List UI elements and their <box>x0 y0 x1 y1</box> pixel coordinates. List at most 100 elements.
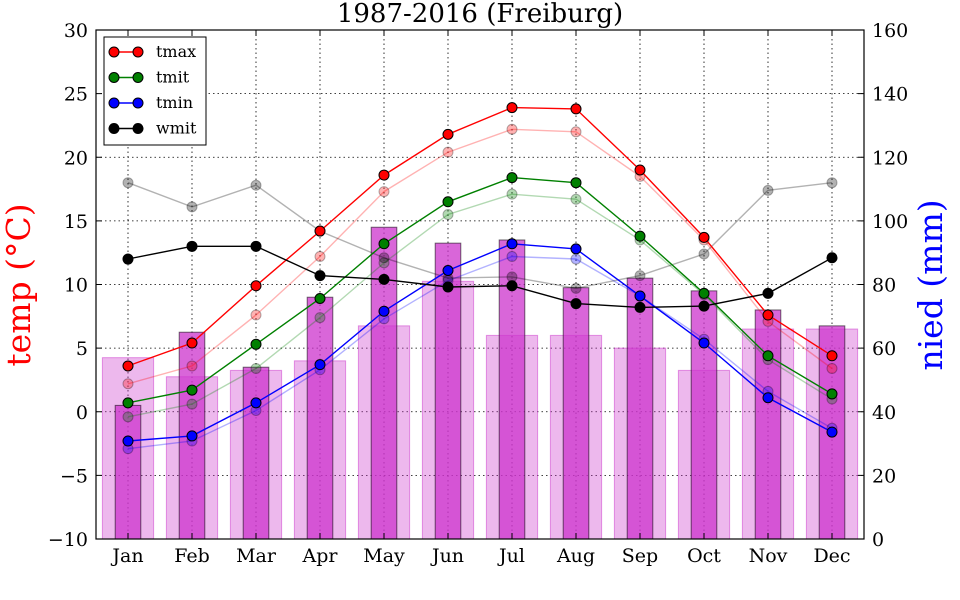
main-point <box>186 384 198 396</box>
chart-title: 1987-2016 (Freiburg) <box>337 0 623 29</box>
main-point <box>314 359 326 371</box>
faded-point <box>442 146 454 158</box>
legend-marker-tmax <box>132 46 144 58</box>
legend: tmax tmit tmin wmit <box>103 36 207 146</box>
faded-point <box>122 177 134 189</box>
faded-point <box>314 312 326 324</box>
precip-bar <box>434 242 462 540</box>
legend-marker-tmit <box>132 72 144 83</box>
main-point <box>826 252 838 264</box>
left-tick-label: 10 <box>64 275 88 297</box>
main-point <box>442 265 454 277</box>
legend-marker-tmin <box>108 97 120 109</box>
temperature-lines <box>122 102 838 447</box>
faded-point <box>378 186 390 198</box>
left-axis-title: temp (°C) <box>0 203 38 366</box>
main-point <box>314 270 326 282</box>
main-point <box>506 238 518 250</box>
right-tick-label: 160 <box>872 20 908 42</box>
right-axis-tick-labels: 0 20 40 60 80 100 120 140 160 <box>872 20 908 551</box>
main-point <box>378 273 390 285</box>
main-point <box>122 435 134 447</box>
main-point <box>826 388 838 400</box>
x-tick-label: Sep <box>622 545 658 567</box>
x-tick-label: Dec <box>813 545 850 567</box>
right-tick-label: 80 <box>872 275 896 297</box>
right-tick-label: 100 <box>872 211 908 233</box>
precip-bar <box>242 366 270 540</box>
left-axis-tick-labels: −10 −5 0 5 10 15 20 25 30 <box>48 20 88 551</box>
faded-line-tmin <box>127 255 833 450</box>
main-point <box>506 172 518 184</box>
x-tick-label: Jul <box>497 545 525 567</box>
main-point <box>762 287 774 299</box>
main-point <box>698 300 710 312</box>
main-line-wmit <box>127 245 833 309</box>
left-tick-label: 25 <box>64 84 88 106</box>
right-tick-label: 120 <box>872 147 908 169</box>
main-point <box>378 305 390 317</box>
left-tick-label: −10 <box>48 529 88 551</box>
main-point <box>250 397 262 409</box>
main-point <box>442 196 454 208</box>
faded-point <box>570 282 582 294</box>
x-tick-label: Jan <box>110 545 143 567</box>
x-tick-label: Oct <box>687 545 721 567</box>
precipitation-bars-faded <box>101 280 859 540</box>
precip-bar <box>626 277 654 540</box>
main-point <box>634 164 646 176</box>
legend-marker-tmit <box>108 72 120 83</box>
axis-ticks <box>96 29 864 540</box>
x-tick-label: Aug <box>556 545 595 567</box>
main-point <box>250 240 262 252</box>
faded-point <box>570 193 582 205</box>
x-tick-label: Nov <box>749 545 788 567</box>
faded-point <box>186 398 198 410</box>
main-point <box>186 240 198 252</box>
main-point <box>122 253 134 265</box>
faded-point <box>506 188 518 200</box>
right-tick-label: 140 <box>872 84 908 106</box>
faded-point <box>762 184 774 196</box>
faded-point <box>186 360 198 372</box>
main-point <box>634 230 646 242</box>
main-point <box>634 301 646 313</box>
main-point <box>762 350 774 362</box>
main-point <box>826 426 838 438</box>
main-point <box>186 337 198 349</box>
main-point <box>506 280 518 292</box>
main-point <box>378 169 390 181</box>
left-tick-label: 30 <box>64 20 88 42</box>
main-point <box>570 103 582 115</box>
faded-point <box>250 362 262 374</box>
faded-point <box>442 209 454 221</box>
main-point <box>762 309 774 321</box>
x-tick-label: May <box>363 545 405 567</box>
faded-point <box>826 177 838 189</box>
precip-bar <box>114 404 142 540</box>
legend-label-tmax: tmax <box>156 42 196 61</box>
main-point <box>826 350 838 362</box>
main-point <box>506 102 518 114</box>
faded-point <box>378 257 390 269</box>
legend-label-tmin: tmin <box>156 93 193 112</box>
faded-point <box>314 251 326 263</box>
faded-point <box>250 179 262 191</box>
main-point <box>122 360 134 372</box>
legend-label-tmit: tmit <box>156 68 190 87</box>
right-tick-label: 40 <box>872 402 896 424</box>
faded-line-tmax <box>127 128 833 385</box>
precipitation-bars <box>114 226 846 540</box>
legend-marker-wmit <box>108 123 120 134</box>
faded-point <box>250 309 262 321</box>
main-point <box>122 397 134 409</box>
main-point <box>698 231 710 243</box>
main-point <box>250 280 262 292</box>
faded-point <box>122 411 134 423</box>
main-line-tmax <box>127 106 833 367</box>
main-point <box>314 225 326 237</box>
faded-point <box>698 248 710 260</box>
legend-marker-tmin <box>132 97 144 109</box>
right-tick-label: 60 <box>872 338 896 360</box>
